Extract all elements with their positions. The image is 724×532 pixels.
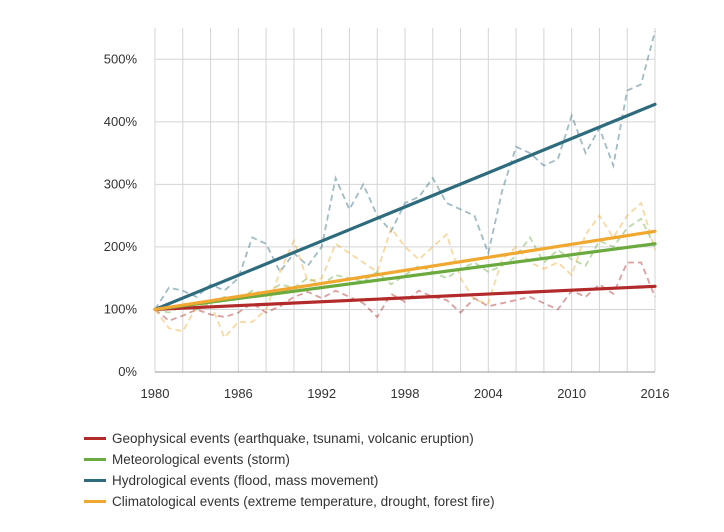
legend: Geophysical events (earthquake, tsunami,…	[84, 428, 495, 512]
y-tick-label: 300%	[104, 176, 138, 191]
legend-swatch	[84, 479, 106, 482]
x-axis-ticks: 1980 1986 1992 1998 2004 2010 2016	[141, 386, 670, 401]
legend-item-2: Hydrological events (flood, mass movemen…	[84, 470, 495, 491]
legend-label: Meteorological events (storm)	[112, 452, 290, 467]
x-tick-label: 1980	[141, 386, 170, 401]
trend-line-1	[153, 242, 657, 312]
x-tick-label: 2004	[474, 386, 503, 401]
y-tick-label: 0%	[118, 364, 137, 379]
y-tick-label: 200%	[104, 239, 138, 254]
x-tick-label: 2016	[641, 386, 670, 401]
legend-item-1: Meteorological events (storm)	[84, 449, 495, 470]
legend-item-0: Geophysical events (earthquake, tsunami,…	[84, 428, 495, 449]
legend-item-3: Climatological events (extreme temperatu…	[84, 491, 495, 512]
series-line-3	[154, 201, 656, 340]
legend-label: Hydrological events (flood, mass movemen…	[112, 473, 379, 488]
series-line-1	[154, 217, 656, 314]
y-axis-ticks: 0% 100% 200% 300% 400% 500%	[104, 51, 138, 379]
y-tick-label: 500%	[104, 51, 138, 66]
legend-label: Climatological events (extreme temperatu…	[112, 494, 495, 509]
trend-line-0	[153, 284, 657, 312]
y-tick-label: 400%	[104, 114, 138, 129]
x-tick-label: 2010	[557, 386, 586, 401]
grid-lines	[154, 28, 656, 373]
x-tick-label: 1992	[307, 386, 336, 401]
x-tick-label: 1998	[391, 386, 420, 401]
trend-line-2	[153, 102, 657, 312]
x-tick-label: 1986	[224, 386, 253, 401]
line-chart: 0% 100% 200% 300% 400% 500% 1980 1986 1992 1998 2…	[104, 28, 670, 401]
y-tick-label: 100%	[104, 301, 138, 316]
trend-line-3	[153, 229, 657, 312]
legend-swatch	[84, 458, 106, 461]
legend-label: Geophysical events (earthquake, tsunami,…	[112, 431, 474, 446]
series-line-2	[154, 30, 656, 310]
legend-swatch	[84, 437, 106, 440]
legend-swatch	[84, 500, 106, 503]
trend-lines	[153, 102, 657, 312]
